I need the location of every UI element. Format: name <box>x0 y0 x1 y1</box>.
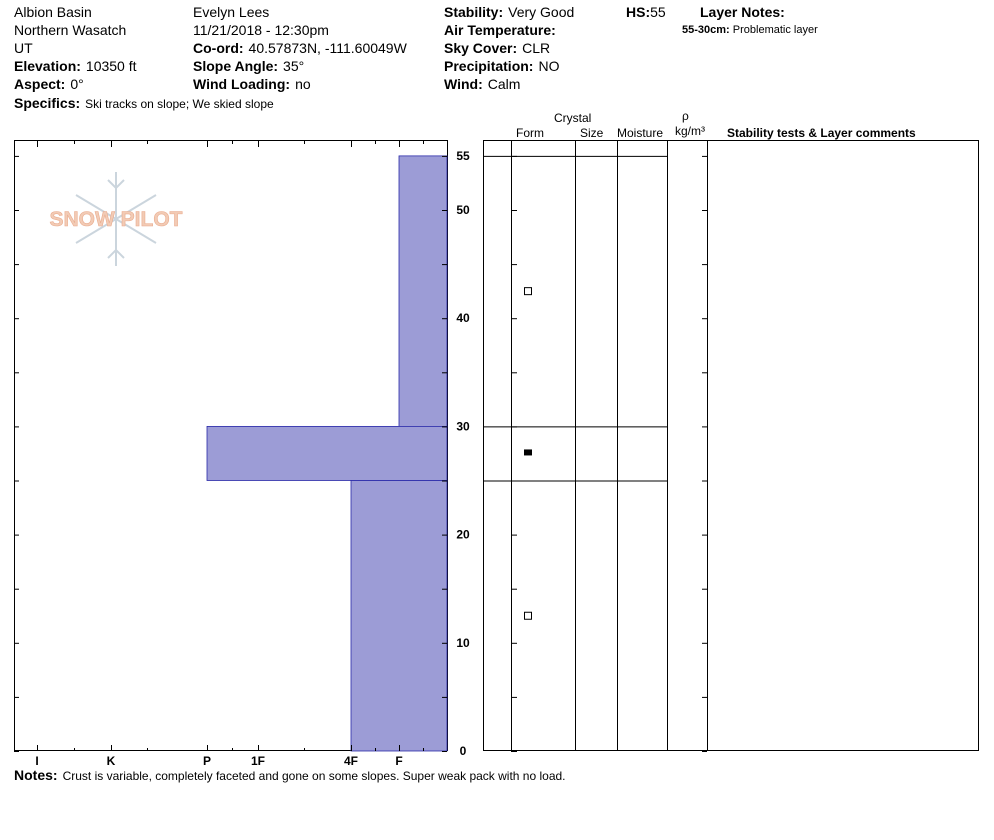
stability-row: Stability: Very Good <box>444 4 574 20</box>
depth-label-40: 40 <box>456 311 470 325</box>
snowpilot-logo: SNOW PILOT <box>49 172 183 266</box>
notes-value: Crust is variable, completely faceted an… <box>62 769 566 783</box>
elevation-label: Elevation: <box>14 58 81 74</box>
range-name: Northern Wasatch <box>14 22 127 38</box>
watermark-text: SNOW PILOT <box>50 208 183 231</box>
aspect-row: Aspect: 0° <box>14 76 84 92</box>
notes-row: Notes: Crust is variable, completely face… <box>14 767 566 783</box>
notes-label: Notes: <box>14 767 58 783</box>
rho-header: ρ <box>682 109 689 123</box>
stability-value: Very Good <box>508 4 575 20</box>
hardness-axis: I K P 1F 4F F <box>35 141 424 768</box>
specifics-value: Ski tracks on slope; We skied slope <box>85 97 274 111</box>
precip-row: Precipitation: NO <box>444 58 559 74</box>
aspect-value: 0° <box>70 76 84 92</box>
coord-row: Co-ord: 40.57873N, -111.60049W <box>193 40 407 56</box>
layer-note-range: 55-30cm: <box>682 24 730 36</box>
observer-name: Evelyn Lees <box>193 4 270 20</box>
hs-value: 55 <box>650 4 666 20</box>
hardness-label-F: F <box>395 754 402 768</box>
hardness-label-P: P <box>203 754 211 768</box>
specifics-label: Specifics: <box>14 95 81 111</box>
wind-loading-row: Wind Loading: no <box>193 76 311 92</box>
hardness-frame <box>14 140 448 751</box>
precip-label: Precipitation: <box>444 58 534 74</box>
depth-label-20: 20 <box>456 528 470 542</box>
coord-label: Co-ord: <box>193 40 244 56</box>
depth-label-0: 0 <box>460 744 467 758</box>
wind-loading-value: no <box>295 76 311 92</box>
elevation-row: Elevation: 10350 ft <box>14 58 137 74</box>
wind-label: Wind: <box>444 76 483 92</box>
hardness-label-4F: 4F <box>344 754 358 768</box>
hardness-bar-2 <box>206 425 448 481</box>
slope-label: Slope Angle: <box>193 58 279 74</box>
hardness-bar-1 <box>398 155 448 427</box>
size-header: Size <box>580 126 604 140</box>
air-temp-label: Air Temperature: <box>444 22 556 38</box>
obs-datetime: 11/21/2018 - 12:30pm <box>193 22 329 38</box>
hardness-label-K: K <box>107 754 116 768</box>
depth-label-10: 10 <box>456 636 470 650</box>
moisture-header: Moisture <box>617 126 664 140</box>
sky-value: CLR <box>522 40 551 56</box>
sky-row: Sky Cover: CLR <box>444 40 550 56</box>
wind-value: Calm <box>487 76 521 92</box>
precip-value: NO <box>538 58 560 74</box>
sky-label: Sky Cover: <box>444 40 518 56</box>
comments-header: Stability tests & Layer comments <box>727 126 916 140</box>
depth-label-30: 30 <box>456 419 470 433</box>
aspect-label: Aspect: <box>14 76 66 92</box>
grain-form-icon-1 <box>524 287 532 296</box>
wind-row: Wind: Calm <box>444 76 520 92</box>
grain-form-icon-3 <box>524 611 532 620</box>
hs-label: HS: <box>626 4 651 20</box>
layer-grid <box>483 141 708 751</box>
form-header: Form <box>516 126 544 140</box>
depth-label-50: 50 <box>456 203 470 217</box>
grain-form-symbols <box>524 287 532 620</box>
depth-axis: 0 10 20 30 40 50 55 <box>14 149 707 758</box>
state-name: UT <box>14 40 33 56</box>
location-name: Albion Basin <box>14 4 92 20</box>
depth-label-55: 55 <box>456 149 470 163</box>
hs-row: HS:55 <box>626 4 666 20</box>
air-temp-row: Air Temperature: <box>444 22 561 38</box>
wind-loading-label: Wind Loading: <box>193 76 291 92</box>
layer-note-text: Problematic layer <box>732 24 818 36</box>
crystal-header: Crystal <box>554 111 592 125</box>
layer-notes-label: Layer Notes: <box>700 4 785 20</box>
stability-label: Stability: <box>444 4 504 20</box>
hardness-label-1F: 1F <box>251 754 265 768</box>
slope-value: 35° <box>283 58 305 74</box>
hardness-bars <box>206 155 448 752</box>
grain-form-icon-2 <box>524 449 532 456</box>
layer-note: 55-30cm: Problematic layer <box>682 24 818 37</box>
elevation-value: 10350 ft <box>85 58 137 74</box>
specifics-row: Specifics: Ski tracks on slope; We skied … <box>14 95 274 111</box>
hardness-bar-3 <box>350 480 448 752</box>
density-header: kg/m³ <box>675 124 705 138</box>
coord-value: 40.57873N, -111.60049W <box>248 40 407 56</box>
slope-row: Slope Angle: 35° <box>193 58 304 74</box>
hardness-label-I: I <box>35 754 38 768</box>
layer-table-frame <box>483 140 979 751</box>
